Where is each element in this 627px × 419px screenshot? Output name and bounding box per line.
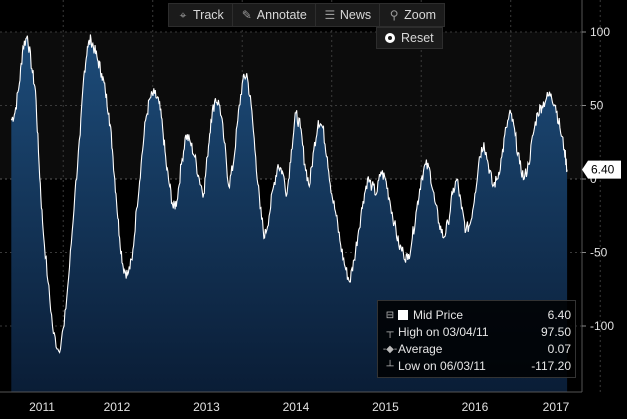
magnifier-icon: ⚲ <box>389 8 399 22</box>
x-tick-label: 2016 <box>462 400 489 414</box>
last-value-label: 6.40 <box>591 163 615 177</box>
last-value-marker: 6.40 <box>582 160 621 179</box>
y-axis: 100 50 0 -50 -100 <box>582 25 614 333</box>
x-tick-label: 2017 <box>543 400 570 414</box>
news-button[interactable]: ☰ News <box>316 4 381 26</box>
legend-average-label: Average <box>398 342 443 356</box>
legend-high-value: 97.50 <box>540 325 571 339</box>
news-label: News <box>339 8 372 22</box>
low-marker-icon: ┴ <box>386 360 394 372</box>
zoom-label: Zoom <box>404 8 437 22</box>
legend-series-row[interactable]: ⊟ Mid Price 6.40 <box>382 307 571 323</box>
high-marker-icon: ┬ <box>386 326 394 338</box>
y-tick-label: -100 <box>590 319 614 333</box>
x-tick-label: 2015 <box>372 400 399 414</box>
series-swatch <box>398 310 408 320</box>
last-value-box <box>582 160 621 179</box>
reset-icon <box>385 33 395 43</box>
legend-low-label: Low on 06/03/11 <box>398 359 486 373</box>
chart-toolbar: ⌖ Track ✎ Annotate ☰ News ⚲ Zoom <box>168 3 446 27</box>
annotate-label: Annotate <box>256 8 307 22</box>
y-tick-label: 0 <box>590 172 597 186</box>
x-tick-label: 2011 <box>29 400 55 414</box>
x-axis: 2011 2012 2013 2014 2015 2016 2017 <box>29 400 570 414</box>
annotate-button[interactable]: ✎ Annotate <box>233 4 316 26</box>
collapse-icon[interactable]: ⊟ <box>385 309 395 321</box>
legend-series-label: Mid Price <box>413 308 464 322</box>
average-marker-icon: -◆- <box>382 343 398 355</box>
legend-panel: ⊟ Mid Price 6.40 ┬ High on 03/04/11 97.5… <box>377 300 576 378</box>
x-tick-label: 2013 <box>193 400 220 414</box>
legend-low-row: ┴ Low on 06/03/11 -117.20 <box>382 358 571 374</box>
legend-high-label: High on 03/04/11 <box>398 325 489 339</box>
track-button[interactable]: ⌖ Track <box>169 4 233 26</box>
news-icon: ☰ <box>324 8 336 22</box>
legend-average-row: -◆- Average 0.07 <box>382 341 571 357</box>
legend-high-row: ┬ High on 03/04/11 97.50 <box>382 324 571 340</box>
legend-series-value: 6.40 <box>547 308 571 322</box>
reset-label: Reset <box>401 31 434 45</box>
price-line <box>10 34 568 354</box>
y-tick-label: -50 <box>590 246 608 260</box>
y-tick-label: 50 <box>590 99 604 113</box>
x-tick-label: 2012 <box>104 400 131 414</box>
reset-button[interactable]: Reset <box>376 27 443 49</box>
y-tick-label: 100 <box>590 25 610 39</box>
legend-low-value: -117.20 <box>531 359 571 373</box>
crosshair-icon: ⌖ <box>179 7 187 22</box>
zoom-button[interactable]: ⚲ Zoom <box>380 4 444 26</box>
pencil-icon: ✎ <box>241 8 252 22</box>
track-label: Track <box>193 8 224 22</box>
x-tick-label: 2014 <box>283 400 310 414</box>
legend-average-value: 0.07 <box>547 342 571 356</box>
